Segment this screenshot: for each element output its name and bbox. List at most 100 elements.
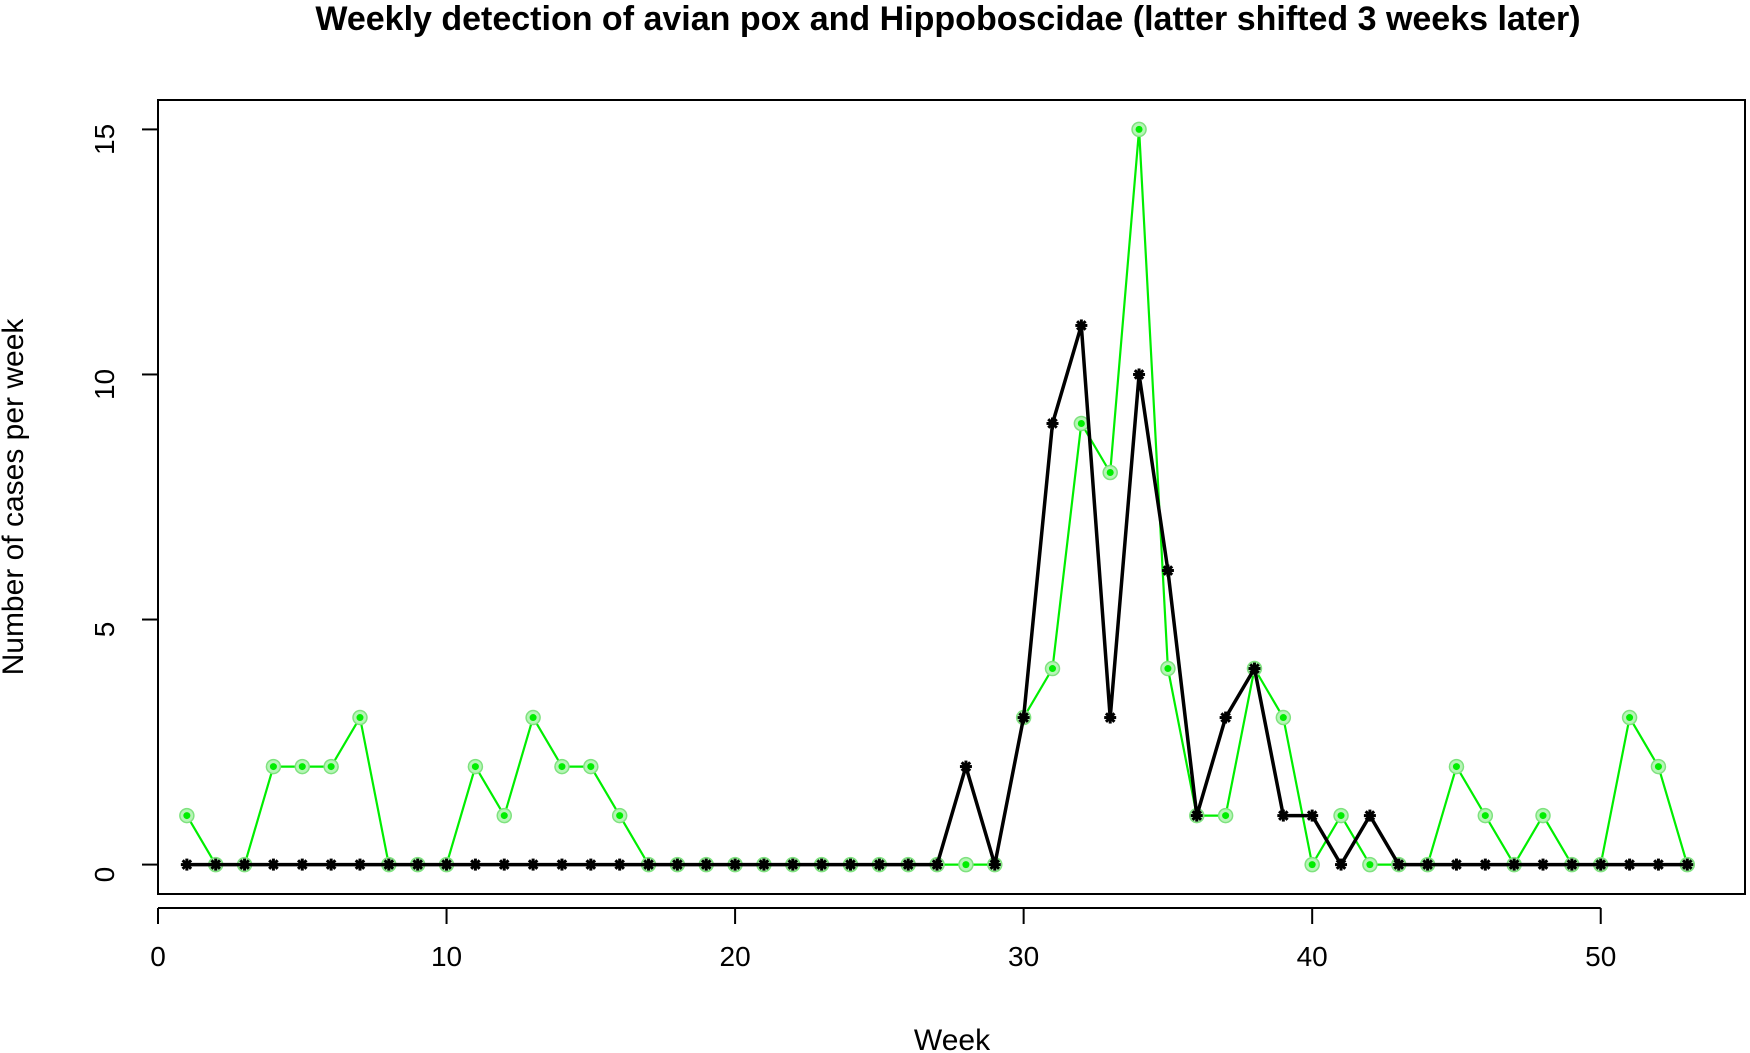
series-2-point xyxy=(757,858,770,871)
series-2-point xyxy=(1190,809,1203,822)
series-2-point xyxy=(584,858,597,871)
series-1-point xyxy=(1535,807,1551,824)
series-2-point xyxy=(988,858,1001,871)
series-2-point xyxy=(267,858,280,871)
series-1-point xyxy=(1448,758,1465,775)
series-2-point xyxy=(1133,368,1146,381)
series-1-point xyxy=(554,758,570,775)
series-1-point xyxy=(958,856,974,873)
y-axis: 0 5 10 15 xyxy=(89,124,159,883)
x-axis-label: Week xyxy=(914,1024,991,1053)
y-axis-label: Number of cases per week xyxy=(0,318,30,676)
series-1-point xyxy=(1650,758,1667,775)
y-tick-label: 15 xyxy=(89,124,120,155)
series-2-point xyxy=(786,858,799,871)
series-2-point xyxy=(844,858,857,871)
series-2-point xyxy=(1104,711,1117,724)
series-1-point xyxy=(323,758,339,775)
x-tick-label: 0 xyxy=(150,941,166,972)
series-2-point xyxy=(1681,858,1694,871)
series-2-point xyxy=(642,858,655,871)
series-2-point xyxy=(1161,564,1174,577)
series-1-point xyxy=(1073,415,1090,432)
y-tick-label: 0 xyxy=(89,867,120,883)
series-2-point xyxy=(238,858,251,871)
series-2-point xyxy=(440,858,453,871)
series-2-point xyxy=(1219,711,1232,724)
chart-title: Weekly detection of avian pox and Hippob… xyxy=(315,0,1580,38)
series-1-point xyxy=(525,709,541,726)
series-2-point xyxy=(959,760,972,773)
series-1-point xyxy=(1333,807,1349,824)
series-2-point xyxy=(1565,858,1578,871)
series-layer xyxy=(179,121,1696,873)
series-1-point xyxy=(1131,121,1147,138)
series-2-point xyxy=(353,858,366,871)
series-2-point xyxy=(180,858,193,871)
series-2-point xyxy=(873,858,886,871)
series-2-point xyxy=(1306,809,1319,822)
series-1-point xyxy=(179,807,195,824)
x-tick-label: 40 xyxy=(1297,941,1328,972)
series-2-point xyxy=(1594,858,1607,871)
series-2-point xyxy=(209,858,222,871)
series-1-point xyxy=(1304,856,1320,873)
series-1-point xyxy=(1477,807,1494,824)
series-2-point xyxy=(555,858,568,871)
x-tick-label: 30 xyxy=(1008,941,1039,972)
series-1-point xyxy=(1621,709,1638,726)
series-1-point xyxy=(1160,660,1176,677)
series-2-point xyxy=(902,858,915,871)
series-2-point xyxy=(613,858,626,871)
series-2-point xyxy=(1075,319,1088,332)
series-2-point xyxy=(325,858,338,871)
y-tick-label: 5 xyxy=(89,622,120,638)
series-2-point xyxy=(498,858,511,871)
series-line-2 xyxy=(186,323,1688,867)
series-1-point xyxy=(496,807,513,824)
series-2-point xyxy=(1277,809,1290,822)
series-1-point xyxy=(1362,856,1378,873)
series-2-point xyxy=(1508,858,1521,871)
series-2-point xyxy=(1046,417,1059,430)
series-2-point xyxy=(1652,858,1665,871)
series-1-point xyxy=(1044,660,1061,677)
series-2-point xyxy=(1363,809,1376,822)
series-2-point xyxy=(469,858,482,871)
series-2-point xyxy=(1017,711,1030,724)
y-tick-label: 10 xyxy=(89,369,120,400)
series-2-point xyxy=(527,858,540,871)
series-2-point xyxy=(1479,858,1492,871)
series-1-point xyxy=(583,758,599,775)
series-2-point xyxy=(1248,662,1261,675)
plot-frame xyxy=(157,99,1746,895)
series-2-point xyxy=(382,858,395,871)
x-tick-label: 20 xyxy=(720,941,751,972)
series-1-point xyxy=(467,758,484,775)
x-axis: 0 10 20 30 40 50 xyxy=(150,907,1616,972)
series-2-point xyxy=(1421,858,1434,871)
series-2-point xyxy=(1392,858,1405,871)
series-2-point xyxy=(1537,858,1550,871)
series-1-point xyxy=(1217,807,1234,824)
series-2-point xyxy=(296,858,309,871)
series-2-point xyxy=(729,858,742,871)
series-2-point xyxy=(671,858,684,871)
series-1-point xyxy=(611,807,628,824)
series-2-point xyxy=(700,858,713,871)
x-tick-label: 10 xyxy=(431,941,462,972)
series-2-point xyxy=(815,858,828,871)
x-tick-label: 50 xyxy=(1585,941,1616,972)
series-2-point xyxy=(1623,858,1636,871)
series-2-point xyxy=(411,858,424,871)
series-2-point xyxy=(931,858,944,871)
series-2-point xyxy=(1450,858,1463,871)
series-1-point xyxy=(1102,464,1118,481)
series-1-point xyxy=(265,758,282,775)
series-line-1 xyxy=(185,128,1689,866)
series-1-point xyxy=(1275,709,1292,726)
series-1-point xyxy=(294,758,311,775)
series-1-point xyxy=(352,709,368,726)
series-2-point xyxy=(1335,858,1348,871)
